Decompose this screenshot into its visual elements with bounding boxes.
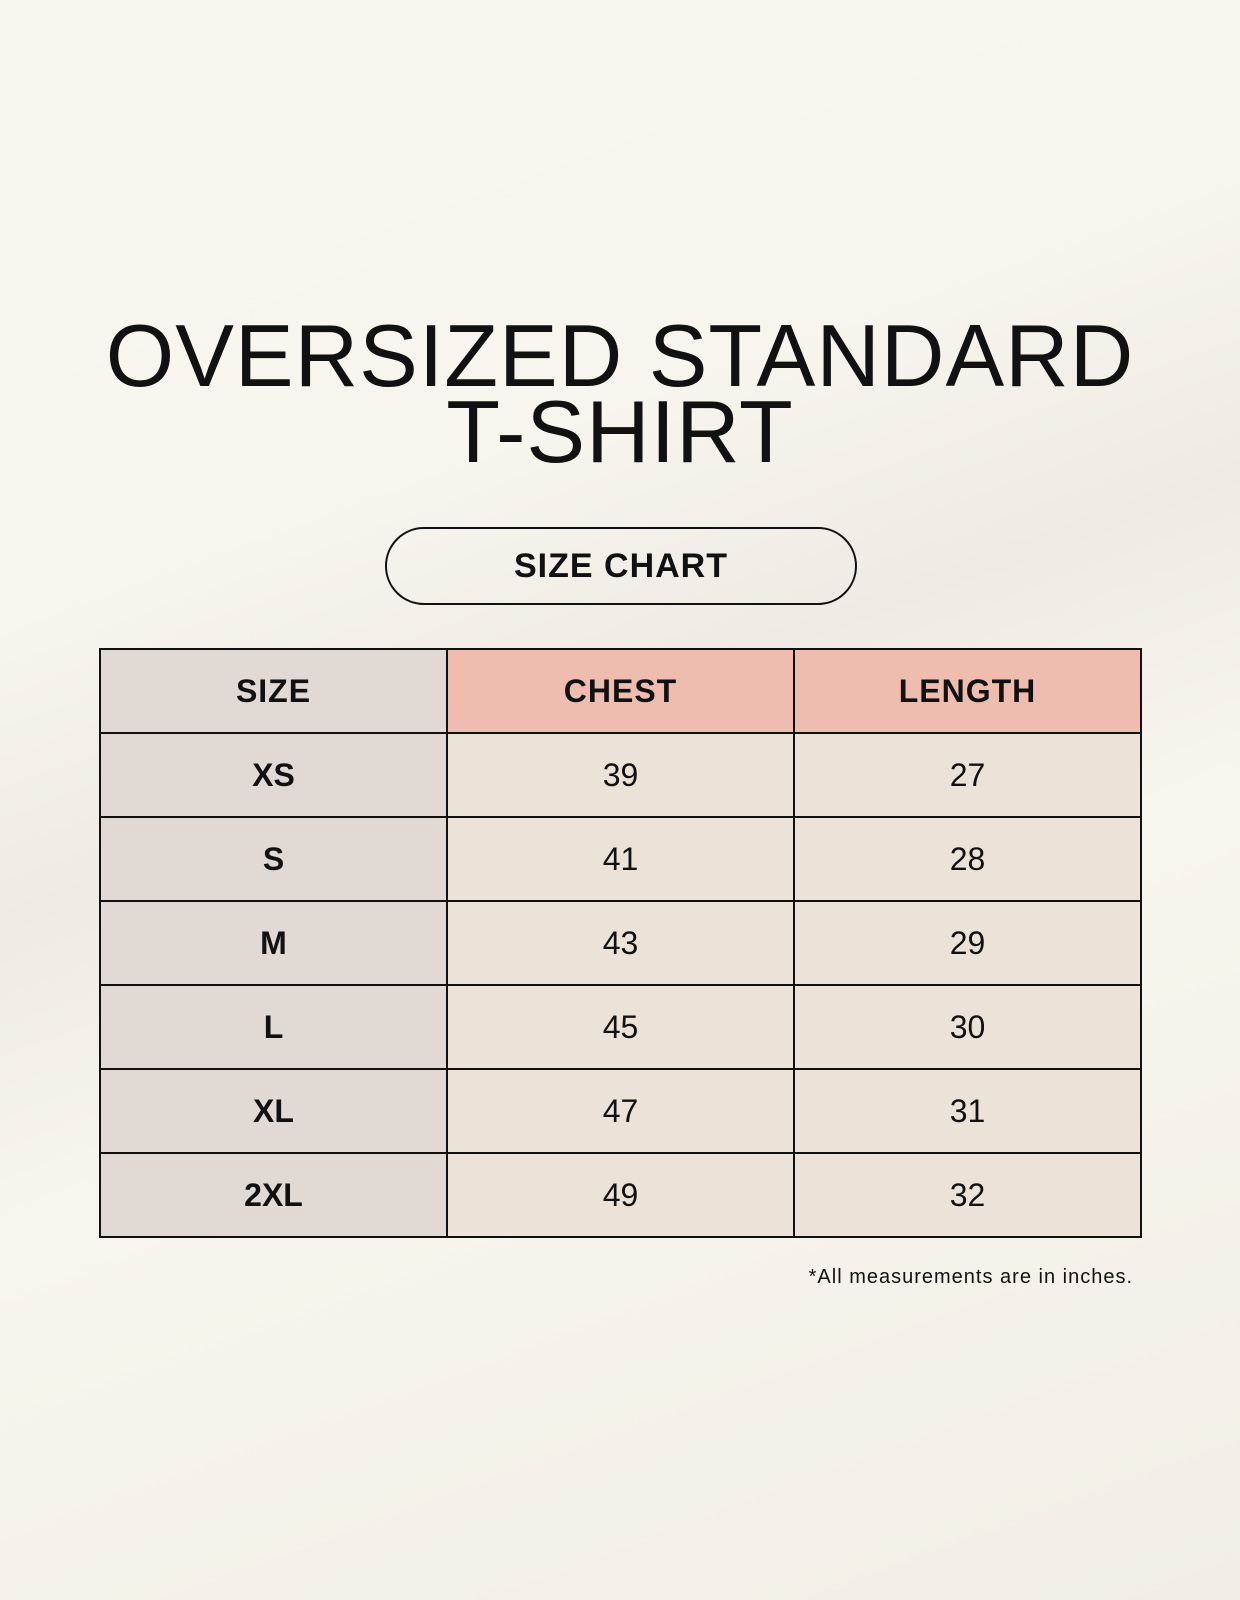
cell-length: 32 [793,1152,1142,1238]
size-chart-badge: SIZE CHART [385,527,857,605]
cell-length: 27 [793,732,1142,818]
header-size: SIZE [99,648,448,734]
cell-length: 28 [793,816,1142,902]
cell-length: 30 [793,984,1142,1070]
cell-length: 31 [793,1068,1142,1154]
table-row: S 41 28 [99,816,1142,902]
header-length: LENGTH [793,648,1142,734]
title-line-1: OVERSIZED STANDARD [105,306,1135,405]
cell-chest: 39 [446,732,795,818]
title-line-2: T-SHIRT [446,382,794,481]
footnote: *All measurements are in inches. [808,1266,1133,1288]
table-row: XL 47 31 [99,1068,1142,1154]
cell-chest: 43 [446,900,795,986]
page-title: OVERSIZED STANDARD T-SHIRT [0,306,1240,481]
table-row: L 45 30 [99,984,1142,1070]
cell-size: M [99,900,448,986]
cell-size: 2XL [99,1152,448,1238]
cell-size: S [99,816,448,902]
table-row: XS 39 27 [99,732,1142,818]
cell-size: XS [99,732,448,818]
cell-size: XL [99,1068,448,1154]
cell-chest: 47 [446,1068,795,1154]
cell-chest: 45 [446,984,795,1070]
cell-size: L [99,984,448,1070]
header-chest: CHEST [446,648,795,734]
size-table: SIZE CHEST LENGTH XS 39 27 S 41 28 M 43 29 L 45 30 X… [99,648,1142,1238]
cell-chest: 41 [446,816,795,902]
table-row: M 43 29 [99,900,1142,986]
cell-length: 29 [793,900,1142,986]
cell-chest: 49 [446,1152,795,1238]
table-row: 2XL 49 32 [99,1152,1142,1238]
table-header-row: SIZE CHEST LENGTH [99,648,1142,734]
